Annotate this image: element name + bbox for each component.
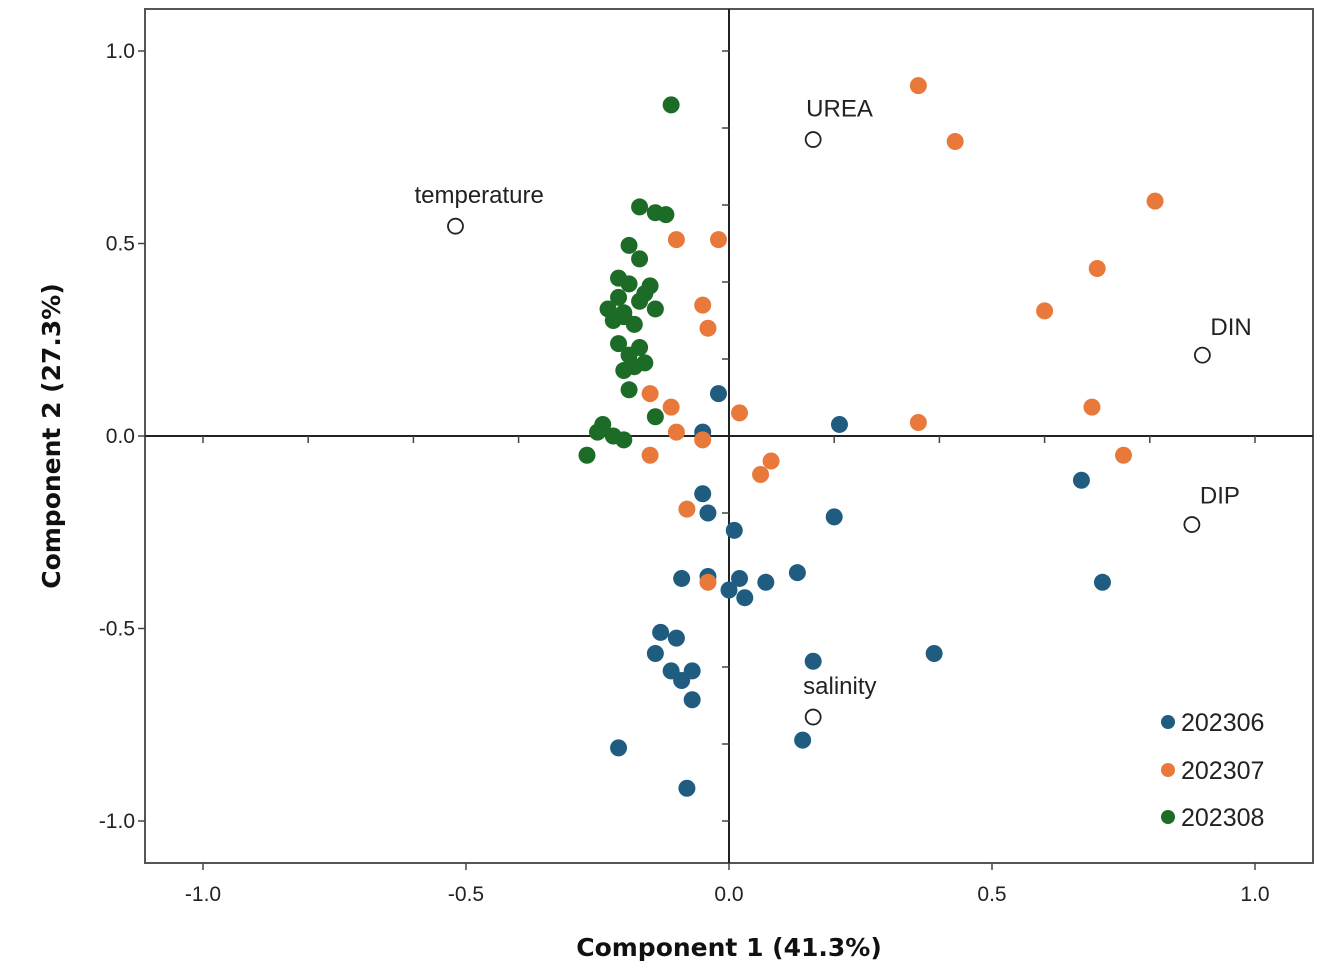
point-202306: [1093, 573, 1111, 591]
point-202307: [641, 446, 659, 464]
point-202306: [925, 645, 943, 663]
x-axis-title: Component 1 (41.3%): [576, 933, 882, 962]
point-202306: [610, 739, 628, 757]
y-tick-label: 0.5: [106, 233, 135, 256]
point-202307: [752, 466, 770, 483]
legend-label: 202307: [1181, 757, 1264, 785]
point-202306: [1072, 471, 1090, 489]
legend-marker-202308: [1161, 810, 1175, 824]
point-202306: [699, 504, 717, 522]
point-202308: [578, 446, 596, 464]
point-202307: [694, 296, 712, 314]
x-tick-labels: -1.0 -0.5 0.0 0.5 1.0: [185, 883, 1270, 906]
point-202308: [646, 300, 664, 318]
x-tick-label: 0.0: [714, 883, 743, 906]
axis-ticks: [138, 50, 1256, 870]
point-202308: [657, 206, 675, 224]
point-202308: [615, 362, 633, 380]
variable-marker: [804, 708, 822, 726]
point-202307: [909, 77, 927, 95]
variable-marker: [1194, 346, 1211, 364]
legend-marker-202307: [1161, 763, 1175, 777]
point-202308: [646, 408, 664, 426]
point-202306: [788, 564, 806, 582]
y-tick-label: -0.5: [99, 618, 135, 641]
variable-marker: [804, 131, 822, 148]
point-202306: [673, 671, 691, 689]
point-202308: [610, 335, 628, 353]
variable-label: DIN: [1210, 314, 1251, 341]
point-202308: [631, 250, 649, 268]
point-202308: [615, 431, 633, 449]
point-202307: [641, 385, 659, 403]
x-tick-label: -1.0: [185, 883, 221, 906]
y-tick-label: 1.0: [106, 40, 135, 63]
point-202306: [830, 415, 848, 433]
x-tick-label: 1.0: [1240, 883, 1269, 906]
point-202307: [946, 132, 964, 150]
point-202308: [620, 381, 638, 399]
x-tick-label: 0.5: [977, 883, 1006, 906]
x-tick-label: -0.5: [448, 883, 484, 906]
point-202306: [652, 623, 670, 641]
y-axis-title: Component 2 (27.3%): [37, 283, 66, 589]
point-202307: [699, 319, 717, 337]
point-202306: [736, 589, 754, 607]
zero-lines: [145, 9, 1313, 863]
point-202307: [694, 431, 712, 449]
variable-label: UREA: [806, 96, 873, 123]
variable-marker: [447, 217, 464, 235]
variable-markers: UREA temperature DIN DIP salinity: [414, 96, 1252, 726]
point-202308: [662, 96, 680, 114]
point-202307: [1036, 302, 1054, 320]
point-202307: [731, 404, 749, 422]
point-202308: [615, 308, 633, 326]
point-202307: [1083, 398, 1101, 416]
point-202307: [909, 414, 927, 432]
point-202307: [662, 398, 680, 416]
point-202307: [762, 452, 780, 470]
y-tick-label: 0.0: [106, 425, 135, 448]
y-tick-label: -1.0: [99, 810, 135, 833]
point-202306: [720, 581, 738, 599]
point-202307: [1115, 446, 1132, 464]
variable-marker: [1183, 516, 1201, 533]
point-202306: [731, 569, 749, 587]
point-202307: [699, 573, 717, 591]
point-202307: [667, 423, 685, 441]
point-202306: [794, 731, 812, 749]
point-202307: [667, 231, 685, 249]
point-202307: [1088, 260, 1106, 278]
point-202307: [709, 231, 727, 249]
point-202306: [683, 691, 701, 709]
legend-label: 202308: [1181, 804, 1264, 832]
point-202308: [620, 236, 638, 254]
point-202306: [667, 629, 685, 647]
point-202308: [631, 198, 649, 216]
legend-label: 202306: [1181, 709, 1264, 737]
point-202308: [631, 292, 649, 310]
point-202306: [804, 652, 822, 670]
point-202307: [678, 500, 696, 518]
point-202306: [646, 645, 664, 663]
variable-label: salinity: [803, 673, 876, 700]
point-202306: [709, 385, 727, 403]
point-202308: [620, 275, 638, 293]
point-202306: [673, 569, 691, 587]
legend-marker-202306: [1161, 715, 1175, 729]
legend: 202306 202307 202308: [1161, 709, 1264, 832]
point-202306: [725, 521, 743, 539]
point-202308: [589, 423, 606, 441]
point-202306: [694, 485, 712, 503]
point-202306: [678, 779, 696, 797]
point-202308: [610, 288, 628, 306]
point-202306: [825, 508, 843, 526]
point-202307: [1146, 192, 1164, 210]
variable-label: temperature: [414, 182, 543, 209]
y-tick-labels: 1.0 0.5 0.0 -0.5 -1.0: [99, 40, 135, 833]
data-points: [578, 77, 1164, 797]
point-202306: [757, 573, 775, 591]
variable-label: DIP: [1200, 483, 1240, 510]
